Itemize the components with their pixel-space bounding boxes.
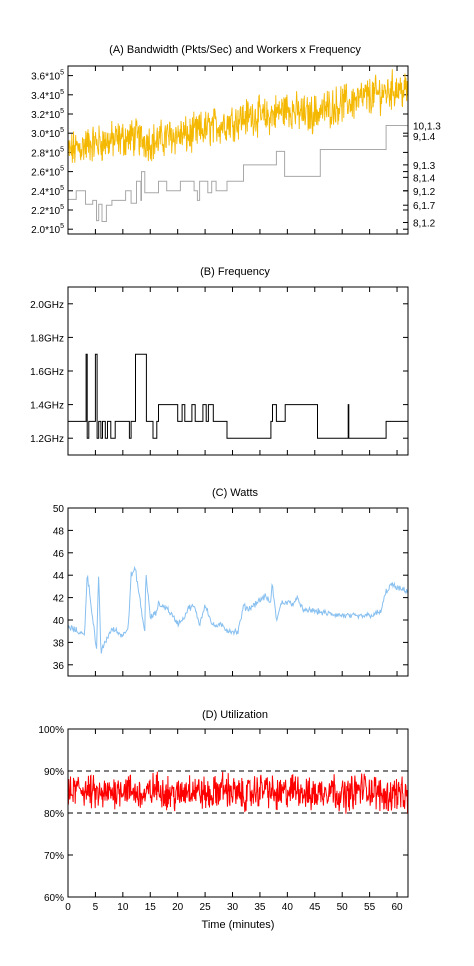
frequency-plot-frame xyxy=(67,286,409,456)
y-tick-label: 1.8GHz xyxy=(30,333,64,344)
y-tick-label: 3.2*105 xyxy=(31,108,64,121)
x-tick-label: 25 xyxy=(200,902,212,913)
y-tick-label: 46 xyxy=(53,549,65,560)
y-tick-label: 1.4GHz xyxy=(30,401,64,412)
frequency-x-ticks xyxy=(67,287,398,455)
watts-series xyxy=(67,565,409,654)
y-tick-label: 2.0*105 xyxy=(31,223,64,236)
panel-bandwidth-title: (A) Bandwidth (Pkts/Sec) and Workers x F… xyxy=(109,44,361,56)
y-tick-label: 44 xyxy=(53,571,65,582)
utilization-reference-lines xyxy=(68,770,408,814)
y-tick-label: 100% xyxy=(38,725,64,736)
y-tick-label: 2.2*105 xyxy=(31,204,64,217)
utilization-plot-frame xyxy=(67,728,409,898)
series-line xyxy=(67,69,409,163)
series-line xyxy=(67,771,409,814)
x-tick-label: 20 xyxy=(172,902,184,913)
panel-frequency: (B) Frequency 2.0GHz 1.8GHz 1.6GHz 1.4GHz 1.… xyxy=(30,266,409,456)
y2-tick-label: 9,1.3 xyxy=(413,161,436,172)
y-tick-label: 42 xyxy=(53,594,65,605)
watts-plot-frame xyxy=(67,507,409,677)
y-tick-label: 80% xyxy=(44,809,64,820)
y-tick-label: 2.4*105 xyxy=(31,185,64,198)
panel-frequency-title: (B) Frequency xyxy=(200,266,270,278)
y-tick-label: 3.0*105 xyxy=(31,127,64,140)
panel-utilization: (D) Utilization 100% 90% 80% 70% 60% 0 5 10 15 2… xyxy=(38,709,409,913)
x-tick-label: 30 xyxy=(227,902,239,913)
panel-watts-title: (C) Watts xyxy=(212,487,259,499)
x-tick-label: 55 xyxy=(364,902,376,913)
x-tick-label: 45 xyxy=(309,902,321,913)
y2-tick-label: 8,1.2 xyxy=(413,218,436,229)
panel-utilization-title: (D) Utilization xyxy=(202,709,268,721)
utilization-y-axis: 100% 90% 80% 70% 60% xyxy=(38,725,408,904)
x-tick-label: 15 xyxy=(145,902,157,913)
y2-tick-label: 9,1.2 xyxy=(413,187,436,198)
bandwidth-series xyxy=(67,69,409,222)
series-line xyxy=(68,353,408,439)
bandwidth-y-axis: 3.6*105 3.4*105 3.2*105 3.0*105 2.8*105 2.6*1… xyxy=(31,70,408,236)
y-tick-label: 70% xyxy=(44,851,64,862)
panel-watts: (C) Watts 50 48 46 44 42 40 38 36 xyxy=(53,487,409,677)
watts-y-axis: 50 48 46 44 42 40 38 36 xyxy=(53,504,408,672)
y-tick-label: 48 xyxy=(53,526,65,537)
y-tick-label: 38 xyxy=(53,638,65,649)
y-tick-label: 2.6*105 xyxy=(31,166,64,179)
y-tick-label: 3.4*105 xyxy=(31,89,64,102)
y-tick-label: 60% xyxy=(44,893,64,904)
x-tick-label: 5 xyxy=(93,902,99,913)
y-tick-label: 1.2GHz xyxy=(30,434,64,445)
frequency-series xyxy=(68,353,408,439)
y2-tick-label: 8,1.4 xyxy=(413,173,436,184)
x-tick-label: 0 xyxy=(65,902,71,913)
y-tick-label: 3.6*105 xyxy=(31,70,64,83)
bandwidth-plot-frame xyxy=(67,65,409,235)
x-axis-title: Time (minutes) xyxy=(202,919,275,931)
utilization-series xyxy=(67,771,409,814)
x-tick-label: 60 xyxy=(391,902,403,913)
y-tick-label: 90% xyxy=(44,767,64,778)
frequency-y-axis: 2.0GHz 1.8GHz 1.6GHz 1.4GHz 1.2GHz xyxy=(30,300,408,445)
x-tick-label: 40 xyxy=(282,902,294,913)
x-tick-label: 50 xyxy=(337,902,349,913)
utilization-x-axis: 0 5 10 15 20 25 30 35 40 45 50 55 60 xyxy=(65,729,403,913)
x-tick-label: 35 xyxy=(254,902,266,913)
y-tick-label: 50 xyxy=(53,504,65,515)
watts-x-ticks xyxy=(67,508,398,676)
y-tick-label: 1.6GHz xyxy=(30,367,64,378)
series-line xyxy=(67,565,409,654)
y-tick-label: 36 xyxy=(53,661,65,672)
y2-tick-label: 9,1.4 xyxy=(413,132,436,143)
y2-tick-label: 6,1.7 xyxy=(413,201,436,212)
panel-bandwidth: (A) Bandwidth (Pkts/Sec) and Workers x F… xyxy=(31,44,441,236)
y-tick-label: 2.0GHz xyxy=(30,300,64,311)
y-tick-label: 2.8*105 xyxy=(31,146,64,159)
y2-tick-label: 10,1.3 xyxy=(413,122,441,133)
bandwidth-right-axis: 10,1.39,1.4 9,1.38,1.4 9,1.2 6,1.7 8,1.2 xyxy=(403,122,441,229)
x-tick-label: 10 xyxy=(117,902,129,913)
y-tick-label: 40 xyxy=(53,616,65,627)
series-line xyxy=(68,125,408,222)
